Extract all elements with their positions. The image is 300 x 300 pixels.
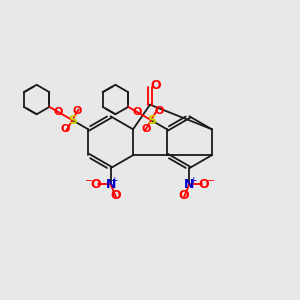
Text: S: S xyxy=(147,114,156,127)
Text: O: O xyxy=(111,189,121,202)
Text: O: O xyxy=(54,107,63,117)
Text: S: S xyxy=(68,114,77,127)
Text: N: N xyxy=(184,178,195,191)
Text: O: O xyxy=(91,178,101,191)
Text: +: + xyxy=(110,176,118,185)
Text: O: O xyxy=(132,107,142,117)
Text: O: O xyxy=(142,124,151,134)
Text: O: O xyxy=(72,106,82,116)
Text: −: − xyxy=(85,176,93,186)
Text: O: O xyxy=(150,79,160,92)
Text: O: O xyxy=(154,106,164,116)
Text: −: − xyxy=(207,176,215,186)
Text: +: + xyxy=(189,176,197,185)
Text: O: O xyxy=(199,178,209,191)
Text: N: N xyxy=(105,178,116,191)
Text: O: O xyxy=(179,189,189,202)
Text: O: O xyxy=(60,124,69,134)
